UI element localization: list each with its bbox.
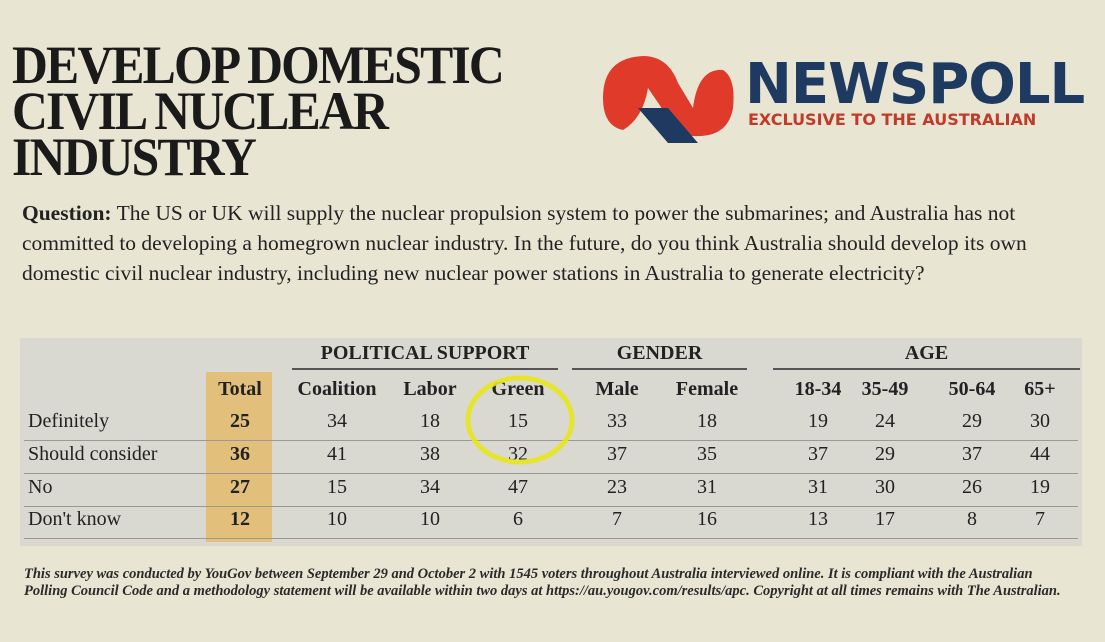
table-cell: 29 xyxy=(875,443,895,465)
column-header: 35-49 xyxy=(861,378,909,400)
table-cell: 26 xyxy=(962,476,982,498)
question-text: The US or UK will supply the nuclear pro… xyxy=(22,201,1027,285)
footnote: This survey was conducted by YouGov betw… xyxy=(24,566,1061,599)
row-label: No xyxy=(28,476,53,498)
table-cell: 7 xyxy=(1035,508,1045,530)
table-cell: 10 xyxy=(327,508,347,530)
row-rule xyxy=(24,440,1078,441)
table-cell: 15 xyxy=(508,410,528,432)
table-cell: 23 xyxy=(607,476,627,498)
group-rule xyxy=(773,368,1080,370)
row-label: Should consider xyxy=(28,443,158,465)
table-cell: 34 xyxy=(420,476,440,498)
table-cell: 18 xyxy=(697,410,717,432)
table-cell: 29 xyxy=(962,410,982,432)
table-cell: 19 xyxy=(808,410,828,432)
group-header: GENDER xyxy=(616,342,703,364)
table-cell: 31 xyxy=(808,476,828,498)
question: Question: The US or UK will supply the n… xyxy=(22,198,1087,288)
table-cell: 38 xyxy=(420,443,440,465)
table-cell: 33 xyxy=(607,410,627,432)
table-cell: 27 xyxy=(230,476,250,498)
question-label: Question: xyxy=(22,201,112,225)
table-background xyxy=(20,338,1082,546)
table-cell: 34 xyxy=(327,410,347,432)
row-rule xyxy=(24,506,1078,507)
logo-mark xyxy=(603,56,734,143)
row-rule xyxy=(24,473,1078,474)
group-rule xyxy=(292,368,558,370)
table-cell: 31 xyxy=(697,476,717,498)
title-line: DEVELOP DOMESTIC xyxy=(12,35,505,95)
column-header: Green xyxy=(491,378,545,400)
table-cell: 25 xyxy=(230,410,250,432)
table-cell: 10 xyxy=(420,508,440,530)
highlight-circle xyxy=(465,375,575,465)
group-header: POLITICAL SUPPORT xyxy=(320,342,530,364)
table-cell: 13 xyxy=(808,508,828,530)
total-column-highlight xyxy=(206,372,272,542)
table-cell: 30 xyxy=(1030,410,1050,432)
title: DEVELOP DOMESTIC CIVIL NUCLEAR INDUSTRY xyxy=(12,35,505,187)
group-header: AGE xyxy=(904,342,949,364)
table-cell: 18 xyxy=(420,410,440,432)
column-header: 50-64 xyxy=(948,378,996,400)
column-header: Total xyxy=(218,378,262,400)
title-line: CIVIL NUCLEAR xyxy=(12,81,389,141)
column-header: 65+ xyxy=(1024,378,1056,400)
table-cell: 37 xyxy=(962,443,982,465)
group-rule xyxy=(572,368,747,370)
table-cell: 37 xyxy=(607,443,627,465)
table-cell: 15 xyxy=(327,476,347,498)
table-cell: 17 xyxy=(875,508,895,530)
table-cell: 47 xyxy=(508,476,528,498)
table-cell: 37 xyxy=(808,443,828,465)
table-cell: 6 xyxy=(513,508,523,530)
table-cell: 8 xyxy=(967,508,977,530)
column-header: Coalition xyxy=(297,378,377,400)
title-line: INDUSTRY xyxy=(12,127,257,187)
table-cell: 24 xyxy=(875,410,895,432)
table-cell: 30 xyxy=(875,476,895,498)
table-cell: 36 xyxy=(230,443,250,465)
table-cell: 7 xyxy=(612,508,622,530)
column-header: 18-34 xyxy=(794,378,842,400)
column-header: Male xyxy=(595,378,639,400)
row-label: Definitely xyxy=(28,410,110,432)
row-label: Don't know xyxy=(28,508,122,530)
table-cell: 12 xyxy=(230,508,250,530)
row-rule xyxy=(24,538,1078,539)
table-cell: 41 xyxy=(327,443,347,465)
table-cell: 35 xyxy=(697,443,717,465)
table-cell: 19 xyxy=(1030,476,1050,498)
brand-tagline: EXCLUSIVE TO THE AUSTRALIAN xyxy=(748,110,1037,129)
column-header: Labor xyxy=(403,378,457,400)
column-header: Female xyxy=(675,378,739,400)
table-cell: 44 xyxy=(1030,443,1050,465)
brand: NEWSPOLL xyxy=(745,52,1085,117)
table-cell: 16 xyxy=(697,508,717,530)
